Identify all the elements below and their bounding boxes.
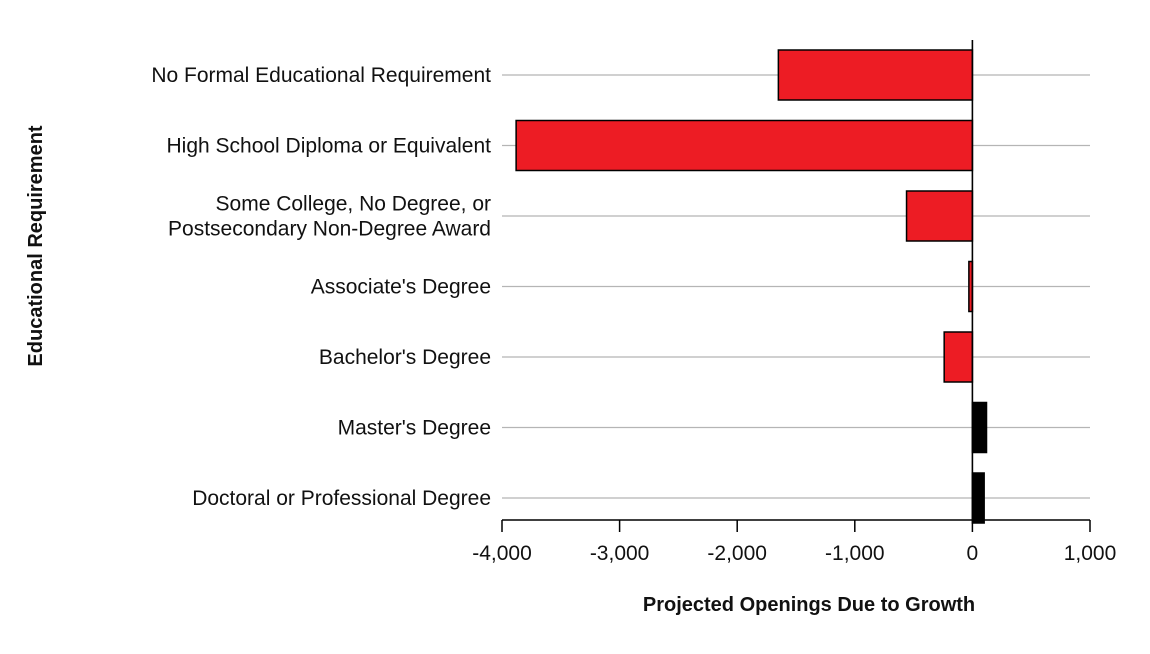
x-axis-title: Projected Openings Due to Growth	[643, 594, 975, 616]
category-label: High School Diploma or Equivalent	[166, 135, 491, 158]
bar	[777, 49, 974, 101]
category-label: Doctoral or Professional Degree	[192, 487, 491, 510]
category-label: Postsecondary Non-Degree Award	[168, 218, 491, 241]
x-tick-label: -2,000	[707, 542, 767, 565]
category-label: Bachelor's Degree	[319, 346, 491, 369]
category-label: Associate's Degree	[311, 276, 491, 299]
bar	[971, 401, 988, 454]
y-axis-title: Educational Requirement	[25, 125, 47, 366]
x-axis: -4,000 -3,000 -2,000 -1,000 0 1,000	[472, 40, 1116, 565]
category-label: Master's Degree	[338, 417, 491, 440]
bar	[943, 331, 974, 383]
bar	[515, 119, 974, 172]
x-tick-label: -1,000	[825, 542, 885, 565]
bar	[905, 190, 974, 242]
x-tick-label: -3,000	[590, 542, 650, 565]
x-tick-label: 0	[967, 542, 979, 565]
category-labels: No Formal Educational Requirement High Sc…	[151, 64, 491, 510]
x-tick-label: -4,000	[472, 542, 532, 565]
category-label: Some College, No Degree, or	[216, 193, 491, 216]
bars	[515, 49, 988, 524]
bar	[971, 472, 985, 524]
x-tick-label: 1,000	[1064, 542, 1117, 565]
category-label: No Formal Educational Requirement	[151, 64, 491, 87]
